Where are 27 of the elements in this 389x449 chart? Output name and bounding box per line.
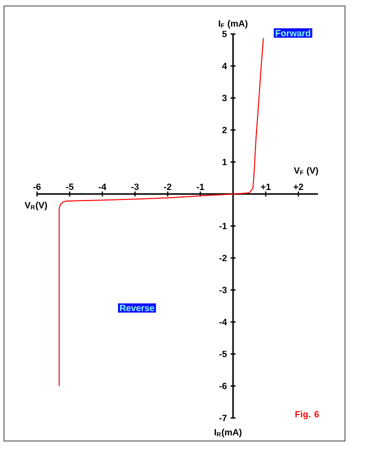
y-tick-label: 3: [222, 94, 227, 102]
y-tick-label: -5: [219, 350, 227, 358]
x-tick-label: -5: [66, 184, 74, 190]
y-tick-label: 5: [222, 30, 227, 38]
x-tick-label: -6: [33, 184, 41, 190]
x-tick-label: -2: [164, 184, 172, 190]
annotation: Forward: [276, 30, 310, 36]
x-tick-label: +1: [260, 184, 271, 190]
x-tick-label: +2: [294, 184, 304, 190]
text: I$_{R}$(mA): [214, 428, 242, 438]
y-axis-title: I$_{F}$ (mA): [218, 20, 248, 28]
y-tick-label: 4: [222, 62, 227, 70]
x-tick-label: -3: [131, 184, 139, 190]
y-tick-label: -4: [219, 318, 227, 326]
x-tick-label: -1: [196, 184, 204, 190]
x-tick-label: -4: [98, 184, 106, 190]
y-tick-label: -1: [219, 222, 227, 230]
y-tick-label: 2: [222, 126, 227, 134]
y-tick-label: -6: [219, 382, 227, 390]
y-tick-label: -3: [219, 286, 227, 294]
y-tick-label: -2: [219, 254, 227, 262]
annotation: Reverse: [120, 304, 154, 312]
annotation: V$_{R}$(V): [24, 202, 47, 210]
x-axis-title: V$_{F}$ (V): [294, 167, 318, 176]
y-tick-label: 1: [222, 158, 227, 166]
annotation: Fig. 6: [295, 410, 319, 420]
y-tick-label: -7: [219, 414, 227, 422]
